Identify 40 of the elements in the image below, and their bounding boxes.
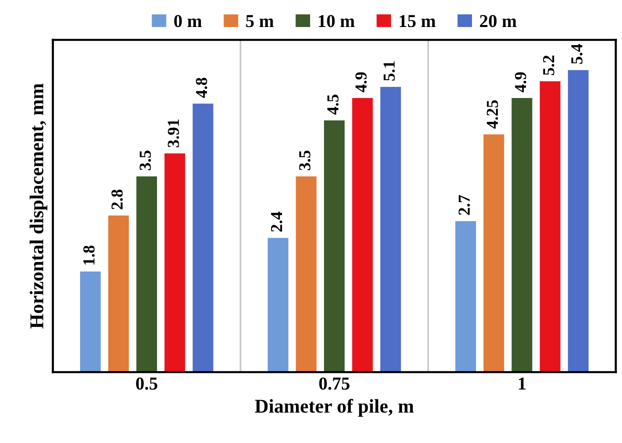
bar — [136, 176, 158, 372]
legend-label: 20 m — [480, 14, 517, 28]
data-label: 2.8 — [111, 190, 123, 210]
legend-label: 15 m — [400, 15, 436, 28]
data-label: 5.4 — [571, 44, 582, 64]
data-label: 2.7 — [458, 195, 470, 215]
bar — [352, 98, 373, 372]
bar — [296, 176, 316, 372]
bar — [192, 104, 214, 372]
bar — [483, 134, 504, 372]
bar — [324, 120, 345, 372]
y-axis-title: Horizontal displacement, mm — [30, 83, 48, 329]
data-label: 4.9 — [355, 72, 367, 92]
data-label: 4.8 — [196, 78, 208, 98]
data-label: 3.91 — [168, 120, 180, 148]
bar — [540, 81, 560, 372]
bar — [268, 238, 288, 372]
x-tick-label: 1 — [518, 378, 526, 390]
legend-label: 10 m — [318, 14, 355, 28]
legend-label: 0 m — [174, 14, 202, 28]
bar — [80, 271, 101, 372]
bar — [164, 153, 186, 372]
data-label: 3.5 — [140, 150, 151, 170]
x-tick-label: 0.75 — [319, 378, 350, 390]
legend-label: 5 m — [246, 15, 274, 28]
data-label: 3.5 — [299, 150, 310, 170]
data-label: 5.2 — [543, 56, 554, 76]
data-label: 2.4 — [271, 212, 282, 232]
data-label: 4.5 — [327, 94, 339, 115]
x-tick-label: 0.5 — [136, 378, 158, 390]
data-label: 5.1 — [384, 61, 395, 81]
bar — [108, 216, 129, 372]
bar — [568, 70, 589, 372]
bar — [512, 98, 532, 372]
data-label: 4.9 — [514, 72, 526, 92]
data-label: 1.8 — [83, 246, 95, 265]
x-axis-title: Diameter of pile, m — [254, 398, 414, 417]
bar — [380, 86, 401, 372]
data-label: 4.25 — [486, 100, 498, 129]
bar — [455, 221, 476, 372]
